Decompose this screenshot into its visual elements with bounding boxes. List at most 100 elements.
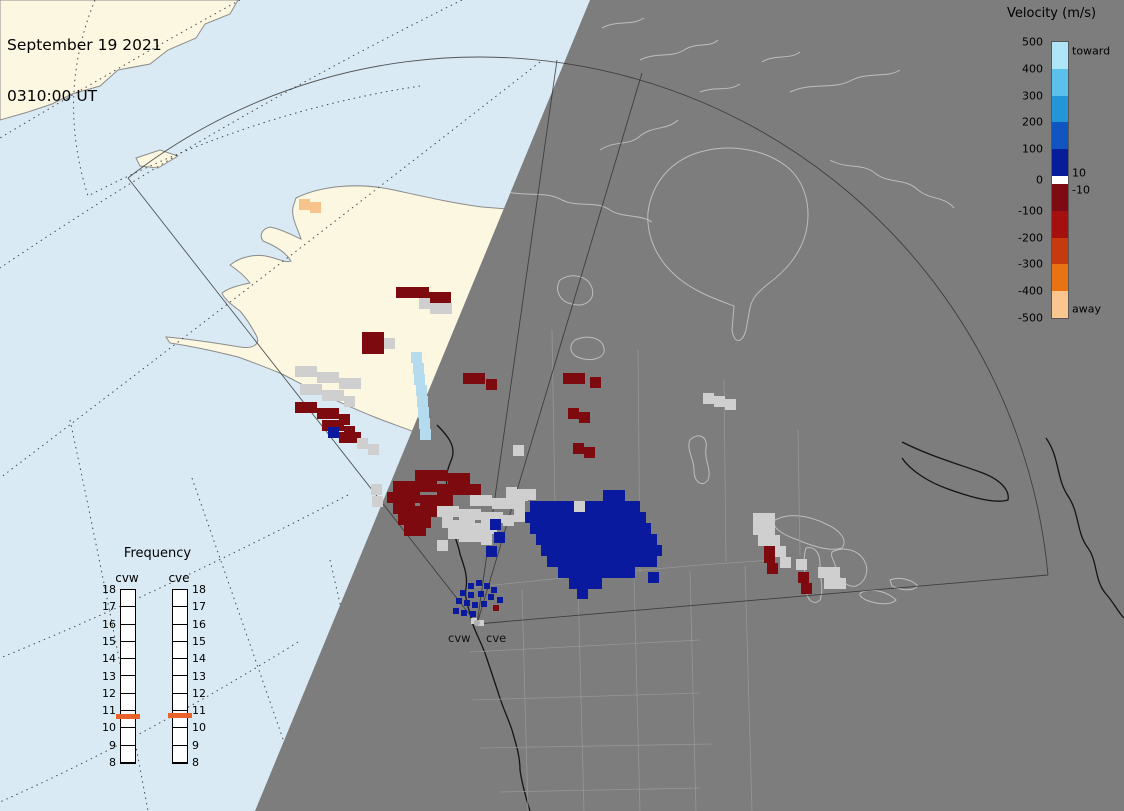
radar-site-dot (474, 620, 480, 626)
freq-ticks-cvw: 18 17 16 15 14 13 12 11 10 9 8 (86, 583, 116, 769)
freq-tick-label: 16 (102, 617, 116, 631)
toward-label: toward (1072, 44, 1111, 58)
freq-ticks-cve: 18 17 16 15 14 13 12 11 10 9 8 (192, 583, 222, 769)
freq-tick-label: 14 (192, 652, 206, 666)
freq-bar (168, 589, 192, 764)
velocity-colorbar-block (1052, 122, 1068, 150)
freq-tick-label: 8 (109, 756, 116, 769)
freq-bar-segment (121, 694, 135, 712)
radar-label-cve: cve (486, 631, 507, 645)
freq-bar-segment (173, 746, 187, 763)
minus-ten-label: -10 (1072, 183, 1090, 197)
velocity-tick-label: 200 (1022, 115, 1043, 129)
freq-bar-segment (121, 676, 135, 694)
freq-bar-segment (173, 728, 187, 746)
arctic-coast (499, 189, 653, 223)
freq-bar-segment (121, 607, 135, 625)
night-overlay (255, 0, 1124, 811)
freq-tick-label: 9 (109, 738, 116, 752)
freq-tick-label: 15 (102, 634, 116, 648)
velocity-colorbar-block (1052, 95, 1068, 123)
freq-tick-label: 13 (192, 669, 206, 683)
freq-bar-segment (173, 711, 187, 729)
fov-left-edge (127, 177, 478, 625)
freq-bar-segment (121, 711, 135, 729)
freq-bar-segment (121, 746, 135, 763)
velocity-tick-label: -200 (1018, 231, 1043, 245)
freq-tick-label: 18 (102, 583, 116, 596)
freq-tick-label: 18 (192, 583, 206, 596)
velocity-tick-label: -100 (1018, 204, 1043, 218)
lake-erie (859, 589, 897, 605)
frequency-legend-title: Frequency (123, 546, 192, 561)
freq-bar-segment (121, 642, 135, 660)
freq-bar-segment (121, 659, 135, 677)
velocity-colorbar-block (1052, 175, 1068, 184)
freq-marker-cvw (116, 713, 140, 719)
freq-tick-label: 9 (192, 738, 199, 752)
freq-bar (116, 589, 140, 764)
freq-tick-label: 12 (192, 686, 206, 700)
freq-tick-label: 13 (102, 669, 116, 683)
freq-tick-label: 16 (192, 617, 206, 631)
freq-tick-label: 12 (102, 686, 116, 700)
velocity-side-labels: toward 10 -10 away (1072, 42, 1122, 318)
freq-tick-label: 10 (102, 721, 116, 735)
lake-huron (831, 548, 868, 587)
freq-bar-segment (173, 694, 187, 712)
land-chukotka (0, 0, 239, 121)
freq-tick-label: 11 (102, 704, 116, 718)
time-label: 0310:00 UT (7, 87, 98, 105)
velocity-tick-label: -300 (1018, 257, 1043, 271)
velocity-tick-label: 300 (1022, 89, 1043, 103)
velocity-legend: Velocity (m/s) 500 400 300 200 100 0 -100 -200 -… (995, 6, 1124, 336)
velocity-colorbar-block (1052, 42, 1068, 69)
lake-winnipeg (688, 435, 710, 485)
velocity-legend-title: Velocity (m/s) (1007, 6, 1097, 21)
velocity-colorbar-block (1052, 149, 1068, 176)
velocity-colorbar-block (1052, 237, 1068, 265)
fov-outer-arc (127, 56, 1049, 576)
velocity-colorbar-block (1052, 291, 1068, 318)
freq-tick-label: 14 (102, 652, 116, 666)
hudson-bay (647, 147, 809, 341)
labrador-coast (829, 159, 955, 209)
great-bear-lake (557, 275, 594, 306)
freq-column-cvw-label: cvw (115, 571, 139, 585)
freq-tick-label: 11 (192, 704, 206, 718)
arctic-islands (639, 39, 719, 61)
velocity-tick-label: 400 (1022, 62, 1043, 76)
plus-ten-label: 10 (1072, 166, 1086, 180)
freq-column-cvw: cvw 18 17 16 15 14 13 12 11 10 9 8 (102, 571, 140, 769)
freq-tick-label: 15 (192, 634, 206, 648)
fov-right-edge (476, 574, 1049, 625)
freq-marker-cve (168, 712, 192, 718)
radar-fov-fan (127, 56, 1049, 625)
great-slave-lake (570, 336, 605, 361)
freq-column-cve: cve 18 17 16 15 14 13 12 11 10 9 8 (168, 571, 206, 769)
freq-column-cve-label: cve (168, 571, 190, 585)
away-label: away (1072, 302, 1101, 316)
freq-bar-segment (121, 728, 135, 746)
velocity-tick-label: 0 (1036, 173, 1043, 187)
freq-bar-segment (173, 590, 187, 608)
timestamp-block: September 19 2021 0310:00 UT (7, 3, 162, 139)
velocity-colorbar-block (1052, 210, 1068, 238)
st-lawrence-coast (901, 441, 1009, 502)
freq-bar-segment (173, 659, 187, 677)
frequency-legend: Frequency cvw 18 17 16 15 14 13 12 11 10 9 8 cve 1… (85, 546, 235, 781)
graticule-layer (0, 0, 541, 811)
freq-tick-label: 8 (192, 756, 199, 769)
lake-superior (773, 515, 845, 550)
land-st-lawrence-island (135, 149, 180, 169)
velocity-tick-label: 500 (1022, 35, 1043, 49)
velocity-colorbar-block (1052, 183, 1068, 211)
freq-bar-segment (173, 625, 187, 642)
velocity-colorbar (1051, 41, 1069, 319)
freq-bar-segment (173, 642, 187, 660)
velocity-tick-label: 100 (1022, 142, 1043, 156)
radar-label-cvw: cvw (448, 631, 471, 645)
velocity-tick-label: -400 (1018, 284, 1043, 298)
velocity-colorbar-block (1052, 68, 1068, 96)
freq-bar-segment (173, 607, 187, 625)
